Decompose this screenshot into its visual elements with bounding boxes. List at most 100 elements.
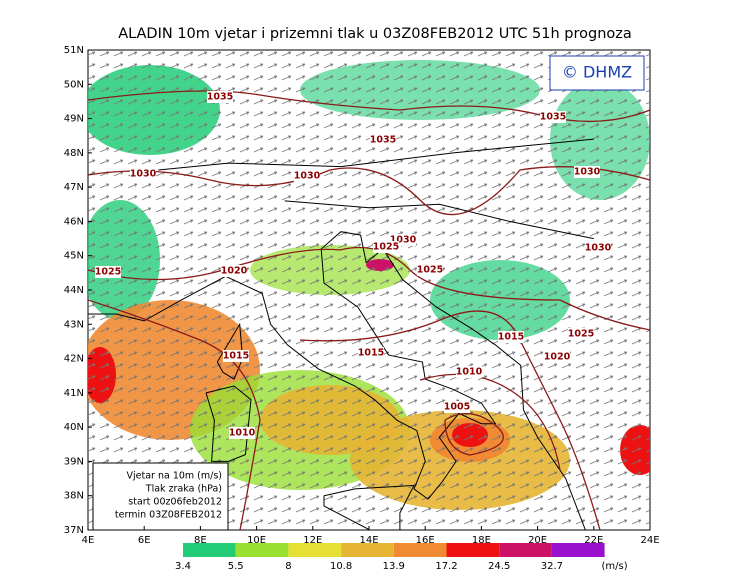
colorbar-segment <box>288 543 342 557</box>
coast-path <box>205 385 252 462</box>
lon-label: 20E <box>528 535 547 546</box>
info-line: start 00z06feb2012 <box>128 497 222 508</box>
colorbar-unit: (m/s) <box>602 561 628 572</box>
isobar-label-bg <box>294 170 320 182</box>
info-lines: Vjetar na 10m (m/s) Tlak zraka (hPa) start… <box>115 471 222 521</box>
isobar-label-bg <box>540 111 566 123</box>
coastline <box>88 138 594 530</box>
isobar-label: 1030 <box>390 235 417 246</box>
isobar-label: 1030 <box>574 167 601 178</box>
lat-label: 41N <box>64 388 84 399</box>
isobar-label-bg <box>568 328 594 340</box>
isobar-label-bg <box>223 350 249 362</box>
isobar-label: 1030 <box>585 243 612 254</box>
lon-label: 24E <box>640 535 659 546</box>
colorbar-segment <box>183 543 236 557</box>
map-title: ALADIN 10m vjetar i prizemni tlak u 03Z0… <box>118 26 632 42</box>
colorbar-label: 8 <box>285 561 291 572</box>
isobar-label-bg <box>574 166 600 178</box>
isobar-label-bg <box>221 265 247 277</box>
lat-label: 49N <box>64 114 84 125</box>
colorbar-segment <box>235 543 289 557</box>
isobar-label-bg <box>95 266 121 278</box>
isobar-label: 1005 <box>444 402 470 413</box>
isobar-label: 1025 <box>568 329 594 340</box>
isobar-label: 1020 <box>544 352 571 363</box>
lon-label: 8E <box>194 535 207 546</box>
isobar-label-bg <box>544 351 570 363</box>
colorbar-label: 17.2 <box>435 561 457 572</box>
lon-label: 16E <box>416 535 435 546</box>
info-line: termin 03Z08FEB2012 <box>115 510 222 521</box>
colorbar-segment <box>499 543 552 557</box>
isobar-label: 1030 <box>294 171 321 182</box>
isobar-label: 1035 <box>370 135 396 146</box>
logo: © DHMZ <box>562 63 632 82</box>
isobar-label-bg <box>130 168 156 180</box>
colorbar-label: 5.5 <box>228 561 244 572</box>
lon-label: 6E <box>138 535 151 546</box>
lat-label: 43N <box>64 319 84 330</box>
lat-label: 48N <box>64 148 84 159</box>
logo-box <box>549 55 645 91</box>
isobar-label: 1035 <box>540 112 566 123</box>
coast-path <box>284 200 594 240</box>
info-line: Tlak zraka (hPa) <box>145 484 222 495</box>
isobar-label-bg <box>370 134 396 146</box>
lat-label: 50N <box>64 79 84 90</box>
isobar-label-bg <box>229 427 255 439</box>
colorbar-label: 32.7 <box>541 561 563 572</box>
colorbar-segment <box>446 543 500 557</box>
isobar-label: 1025 <box>95 267 121 278</box>
isobar-label: 1025 <box>373 242 399 253</box>
lon-label: 18E <box>472 535 491 546</box>
isobar-label-bg <box>444 401 470 413</box>
lat-label: 42N <box>64 354 84 365</box>
isobar-label: 1025 <box>417 265 443 276</box>
colorbar-label: 13.9 <box>383 561 405 572</box>
isobar-label-bg <box>373 241 399 253</box>
lon-label: 10E <box>247 535 266 546</box>
lat-label: 37N <box>64 525 84 536</box>
colorbar-label: 3.4 <box>175 561 191 572</box>
coast-path <box>158 138 594 171</box>
info-line: Vjetar na 10m (m/s) <box>127 471 223 482</box>
isobar-label-bg <box>585 242 611 254</box>
isobar-label: 1035 <box>207 92 233 103</box>
lon-label: 12E <box>303 535 322 546</box>
isobar-label-bg <box>358 347 384 359</box>
colorbar-label: 10.8 <box>330 561 352 572</box>
coast-path <box>323 484 415 530</box>
lat-label: 51N <box>64 45 84 56</box>
isobar-label: 1015 <box>498 332 524 343</box>
info-box <box>92 462 229 531</box>
lat-label: 45N <box>64 251 84 262</box>
coast-path <box>88 231 586 530</box>
lat-label: 40N <box>64 422 84 433</box>
colorbar-segment <box>341 543 394 557</box>
isobar-label: 1030 <box>130 169 157 180</box>
lon-label: 14E <box>359 535 378 546</box>
isobar-label: 1020 <box>221 266 248 277</box>
axis-labels: 51N 50N 49N 48N 47N 46N 45N 44N 43N 42N 41N 40N 39N 3… <box>64 45 660 546</box>
lon-label: 22E <box>584 535 603 546</box>
isobar-label-bg <box>417 264 443 276</box>
lat-label: 44N <box>64 285 84 296</box>
wind-field <box>88 50 650 530</box>
isobar-label-bg <box>498 331 524 343</box>
colorbar-label: 24.5 <box>488 561 510 572</box>
lon-label: 4E <box>82 535 95 546</box>
lat-label: 47N <box>64 182 84 193</box>
isobar-label-bg <box>207 91 233 103</box>
isobar-label: 1015 <box>358 348 384 359</box>
lat-label: 46N <box>64 216 84 227</box>
lat-label: 39N <box>64 456 84 467</box>
colorbar-segment <box>551 543 605 557</box>
isobar-label-bg <box>456 366 482 378</box>
colorbar-segment <box>393 543 447 557</box>
isobar-label: 1010 <box>229 428 256 439</box>
isobar-label: 1015 <box>223 351 249 362</box>
lat-label: 38N <box>64 491 84 502</box>
isobar-label: 1010 <box>456 367 483 378</box>
